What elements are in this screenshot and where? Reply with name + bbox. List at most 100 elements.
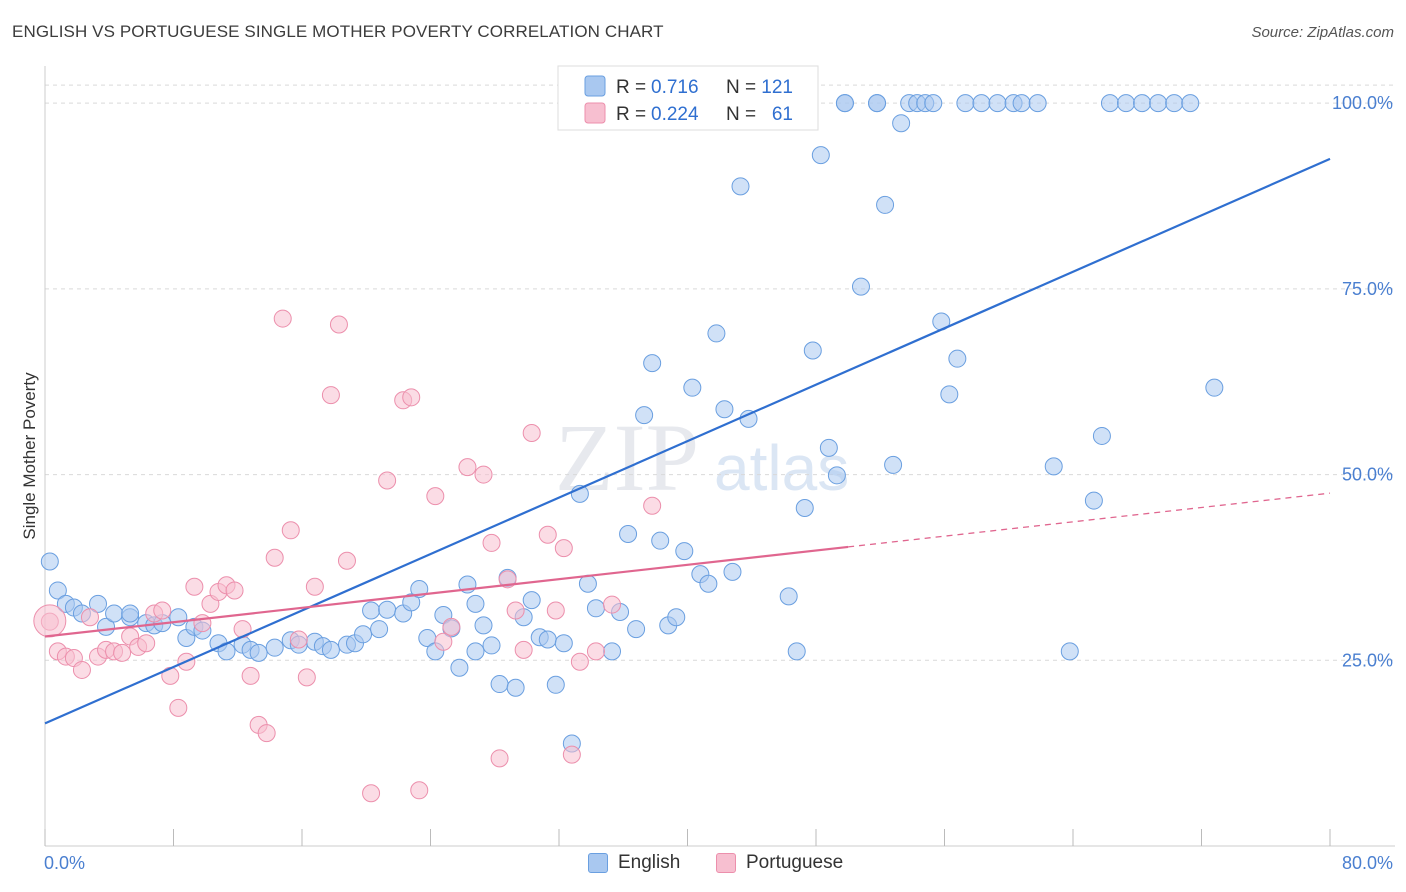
english-point [1205, 378, 1224, 397]
english-point [490, 675, 509, 694]
english-point [89, 594, 108, 613]
data-points [33, 94, 1224, 803]
chart-source: Source: ZipAtlas.com [1251, 24, 1394, 41]
english-point [868, 94, 887, 113]
trend-lines [44, 157, 1331, 725]
portuguese-trend-extension [848, 492, 1331, 548]
portuguese-n-label: N = [726, 104, 756, 125]
portuguese-point [458, 458, 477, 477]
portuguese-point [169, 698, 188, 717]
english-point [554, 634, 573, 653]
portuguese-point [522, 423, 541, 442]
portuguese-point [281, 521, 300, 540]
english-point [402, 593, 421, 612]
portuguese-point [506, 601, 525, 620]
portuguese-trend-line [44, 545, 849, 638]
english-point [956, 94, 975, 113]
y-tick-label: 75.0% [1342, 279, 1393, 299]
english-swatch [588, 853, 608, 873]
english-point [48, 581, 67, 600]
english-point [803, 341, 822, 360]
english-point [1181, 94, 1200, 113]
english-point [683, 378, 702, 397]
english-point [466, 642, 485, 661]
portuguese-point [80, 608, 99, 627]
portuguese-point-large [33, 604, 67, 638]
english-point [105, 604, 124, 623]
english-point [474, 616, 493, 635]
portuguese-point [362, 784, 381, 803]
bottom-legend-english[interactable]: English [588, 852, 680, 874]
stats-legend: R = 0.716 N = 121 R = 0.224 N = 61 [557, 65, 819, 131]
english-point [370, 620, 389, 639]
english-point [586, 599, 605, 618]
portuguese-point [554, 539, 573, 558]
english-point [627, 620, 646, 639]
y-tick-label: 25.0% [1342, 650, 1393, 670]
watermark: ZIP atlas [555, 404, 849, 511]
portuguese-point [185, 577, 204, 596]
english-point [651, 531, 670, 550]
portuguese-point [514, 640, 533, 659]
english-point [362, 601, 381, 620]
english-point [675, 542, 694, 561]
english-point [835, 94, 854, 113]
english-point [699, 574, 718, 593]
english-point [635, 406, 654, 425]
english-point [354, 625, 373, 644]
english-point [851, 277, 870, 296]
portuguese-point [289, 630, 308, 649]
english-point [546, 675, 565, 694]
english-r-label: R = [616, 77, 646, 98]
portuguese-point [570, 652, 589, 671]
english-point [1117, 94, 1136, 113]
english-n-value: 121 [761, 77, 793, 98]
english-point [1084, 491, 1103, 510]
english-point [466, 594, 485, 613]
english-legend-swatch [584, 75, 606, 97]
english-point [265, 638, 284, 657]
portuguese-point [153, 601, 172, 620]
english-point [940, 385, 959, 404]
portuguese-n-value: 61 [772, 104, 793, 125]
english-point [811, 146, 830, 165]
portuguese-point [490, 749, 509, 768]
portuguese-point [305, 577, 324, 596]
english-point [1060, 642, 1079, 661]
english-point [603, 642, 622, 661]
portuguese-point [562, 745, 581, 764]
english-point [795, 499, 814, 517]
english-point [884, 455, 903, 474]
grid [45, 84, 1395, 661]
y-tick-label: 100.0% [1332, 93, 1393, 113]
portuguese-point [329, 315, 348, 334]
english-point [1044, 457, 1063, 476]
portuguese-point [265, 548, 284, 567]
english-point [715, 400, 734, 419]
portuguese-point [546, 601, 565, 620]
portuguese-point [257, 724, 276, 743]
portuguese-point [241, 666, 260, 685]
english-point [578, 574, 597, 593]
x-tick-label-min: 0.0% [44, 853, 85, 873]
english-point [827, 466, 846, 485]
english-point [1028, 94, 1047, 113]
english-point [643, 354, 662, 373]
chart-title: ENGLISH VS PORTUGUESE SINGLE MOTHER POVE… [12, 22, 664, 41]
english-point [1149, 94, 1168, 113]
english-point [450, 658, 469, 677]
english-point [988, 94, 1007, 113]
english-point [321, 640, 340, 659]
portuguese-point [474, 465, 493, 484]
portuguese-point [586, 642, 605, 661]
portuguese-legend-label: Portuguese [746, 852, 844, 873]
bottom-legend-portuguese[interactable]: Portuguese [716, 852, 843, 874]
axes [44, 66, 1395, 847]
english-point [619, 525, 638, 543]
portuguese-point [378, 471, 397, 490]
english-point [522, 591, 541, 610]
portuguese-point [297, 668, 316, 687]
y-axis-title: Single Mother Poverty [20, 372, 39, 540]
english-point [787, 642, 806, 661]
english-point [40, 552, 59, 571]
